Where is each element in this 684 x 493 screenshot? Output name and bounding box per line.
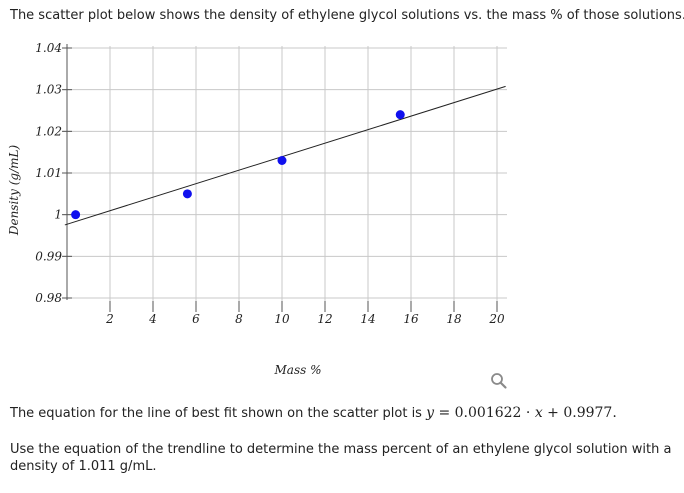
axes — [62, 44, 498, 312]
intro-text: The scatter plot below shows the density… — [10, 8, 684, 23]
grid — [63, 46, 507, 311]
data-point — [71, 210, 81, 220]
equation-text: The equation for the line of best fit sh… — [10, 405, 680, 422]
scatter-plot: 0.98 0.99 1 1.01 1.02 1.03 1.04 2 4 6 8 10 12 14 16 18 2… — [7, 41, 507, 375]
question-text: Use the equation of the trendline to det… — [10, 442, 672, 474]
x-tick-label: 16 — [403, 312, 419, 326]
data-point — [395, 110, 405, 120]
x-axis-label: Mass % — [274, 363, 322, 375]
trendline — [64, 85, 506, 226]
x-tick-label: 10 — [274, 312, 290, 326]
x-tick-label: 6 — [192, 312, 200, 326]
x-tick-label: 8 — [235, 312, 243, 326]
y-tick-label: 1.02 — [35, 124, 62, 138]
y-tick-label: 0.98 — [35, 291, 62, 305]
equation-prefix: The equation for the line of best fit sh… — [10, 406, 427, 421]
y-tick-label: 0.99 — [35, 249, 62, 263]
y-tick-label: 1.04 — [35, 41, 62, 55]
y-tick-label: 1.01 — [35, 166, 62, 180]
equation-math: y = 0.001622 · x + 0.9977. — [426, 405, 617, 421]
x-tick-label: 4 — [148, 312, 157, 326]
y-axis-label: Density (g/mL) — [7, 145, 21, 237]
x-tick-label: 20 — [488, 312, 505, 326]
x-tick-label: 12 — [317, 312, 332, 326]
data-point — [277, 156, 287, 165]
y-tick-label: 1.03 — [35, 83, 62, 97]
magnifier-icon[interactable] — [490, 372, 508, 390]
x-tick-label: 18 — [446, 312, 462, 326]
data-point — [182, 189, 192, 199]
tick-labels: 0.98 0.99 1 1.01 1.02 1.03 1.04 2 4 6 8 10 12 14 16 18 2… — [35, 41, 505, 326]
x-tick-label: 14 — [360, 312, 375, 326]
data-points — [71, 110, 405, 220]
y-tick-label: 1 — [54, 208, 62, 222]
x-tick-label: 2 — [105, 312, 114, 326]
